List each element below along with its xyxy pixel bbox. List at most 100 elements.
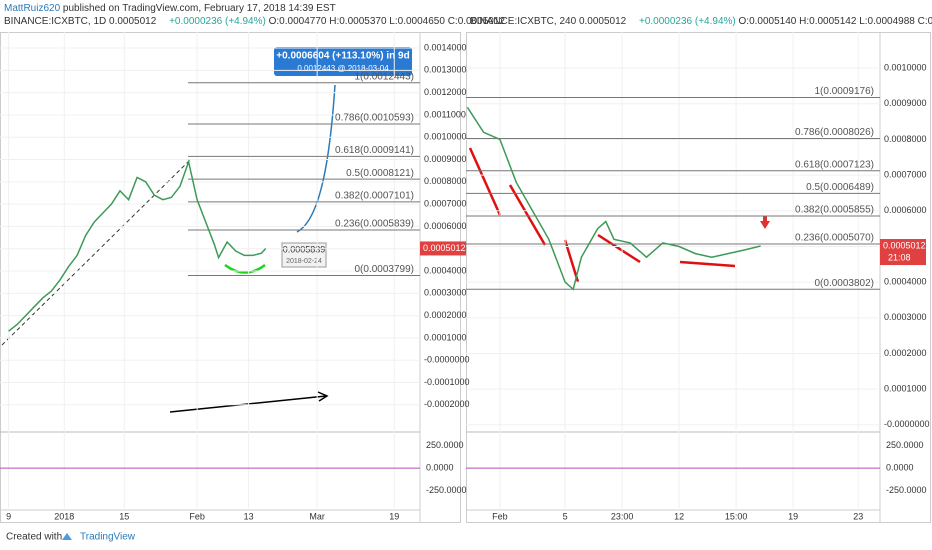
x-tick-label: 23:00 <box>611 511 634 521</box>
start-box <box>281 242 327 268</box>
y-tick-label: -0.0002000 <box>424 399 470 409</box>
y-tick-label: 0.0012000 <box>424 87 467 97</box>
start-price: 0.0005839 <box>283 244 326 254</box>
fib-label: 1(0.0009176) <box>815 86 875 97</box>
author[interactable]: MattRuiz620 <box>4 3 61 14</box>
y-tick-label: 0.0001000 <box>424 332 467 342</box>
x-tick-label: 13 <box>244 511 254 521</box>
start-date: 2018-02-24 <box>286 258 322 265</box>
projection-target: 0.0012443 @ 2018-03-04 <box>297 64 389 73</box>
x-tick-label: Mar <box>309 511 325 521</box>
y-tick-label: 0.0001000 <box>884 384 927 394</box>
y-tick-label: 0.0004000 <box>884 277 927 287</box>
last: 0.0005012 <box>109 16 157 27</box>
fib-label: 0.618(0.0007123) <box>795 159 874 170</box>
x-tick-label: 12 <box>674 511 684 521</box>
price-line <box>8 159 267 332</box>
fib-label: 0.5(0.0006489) <box>806 182 874 193</box>
y-tick-label: 0.0004000 <box>424 265 467 275</box>
fib-label: 0.618(0.0009141) <box>335 145 414 156</box>
y-tick-label: 0.0007000 <box>424 199 467 209</box>
fib-label: 0.382(0.0005855) <box>795 205 874 216</box>
fib-label: 0.236(0.0005839) <box>335 219 414 230</box>
projection-box <box>274 47 412 76</box>
y-tick-label: 0.0002000 <box>424 310 467 320</box>
close: C:0.0005012 <box>448 16 506 27</box>
logo <box>62 533 72 540</box>
x-tick-label: 15 <box>119 511 129 521</box>
open: O:0.0004770 <box>269 16 327 27</box>
fib-label: 0(0.0003802) <box>815 278 875 289</box>
y-tick-label: -0.0001000 <box>424 377 470 387</box>
published: published on TradingView.com, February 1… <box>63 3 336 14</box>
macd-tick-label: -250.0000 <box>426 485 467 495</box>
volume-arrow <box>169 395 327 413</box>
fib-label: 1(0.0012443) <box>355 71 415 82</box>
change: +0.0000236 (+4.94%) <box>169 16 266 27</box>
close: C:0.0005012 <box>918 16 932 27</box>
x-tick-label: 5 <box>563 511 568 521</box>
y-tick-label: 0.0002000 <box>884 348 927 358</box>
x-tick-label: 19 <box>788 511 798 521</box>
down-arrow <box>760 216 770 229</box>
y-tick-label: 0.0007000 <box>884 169 927 179</box>
y-tick-label: -0.0000000 <box>884 419 930 429</box>
legend-left: BINANCE:ICXBTC, 1D 0.0005012 +0.0000236 … <box>4 16 505 27</box>
smile <box>224 263 266 274</box>
fib-label: 0.786(0.0010593) <box>335 113 414 124</box>
header: MattRuiz620 published on TradingView.com… <box>4 3 336 14</box>
y-tick-label: 0.0003000 <box>424 288 467 298</box>
symbol: BINANCE:ICXBTC, 1D <box>4 16 106 27</box>
arrow-head <box>317 391 329 402</box>
price-tag-label: 0.0005012 <box>423 243 466 253</box>
macd-tick-label: 0.0000 <box>886 462 914 472</box>
y-tick-label: 0.0010000 <box>424 132 467 142</box>
y-tick-label: 0.0013000 <box>424 65 467 75</box>
x-tick-label: Feb <box>492 511 508 521</box>
right-frame <box>466 32 931 523</box>
y-tick-label: 0.0008000 <box>884 134 927 144</box>
low: L:0.0004988 <box>859 16 915 27</box>
x-tick-label: Feb <box>189 511 205 521</box>
x-tick-label: 9 <box>6 511 11 521</box>
macd-tick-label: 250.0000 <box>426 440 464 450</box>
drawn-lines <box>468 147 736 283</box>
countdown: 21:08 <box>888 252 911 262</box>
price-tag-label: 0.0005012 <box>883 240 926 250</box>
fib-label: 0.236(0.0005070) <box>795 233 874 244</box>
y-tick-label: 0.0014000 <box>424 42 467 52</box>
fib-label: 0(0.0003799) <box>355 264 415 275</box>
x-tick-label: 23 <box>853 511 863 521</box>
macd-tick-label: 0.0000 <box>426 462 454 472</box>
macd-tick-label: -250.0000 <box>886 485 927 495</box>
change: +0.0000236 (+4.94%) <box>639 16 736 27</box>
price-line <box>466 106 761 291</box>
fib-label: 0.786(0.0008026) <box>795 127 874 138</box>
created: Created with <box>6 532 62 543</box>
x-tick-label: 2018 <box>54 511 74 521</box>
y-tick-label: 0.0008000 <box>424 176 467 186</box>
last: 0.0005012 <box>579 16 627 27</box>
y-tick-label: -0.0000000 <box>424 355 470 365</box>
macd-tick-label: 250.0000 <box>886 440 924 450</box>
price-tag <box>420 241 466 256</box>
open: O:0.0005140 <box>739 16 797 27</box>
fib-label: 0.382(0.0007101) <box>335 191 414 202</box>
y-tick-label: 0.0006000 <box>884 205 927 215</box>
legend-right: BINANCE:ICXBTC, 240 0.0005012 +0.0000236… <box>470 16 932 27</box>
y-tick-label: 0.0009000 <box>424 154 467 164</box>
price-tag <box>880 239 926 266</box>
y-tick-label: 0.0006000 <box>424 221 467 231</box>
trend-line <box>1 159 191 346</box>
symbol: BINANCE:ICXBTC, 240 <box>470 16 577 27</box>
fib-label: 0.5(0.0008121) <box>346 168 414 179</box>
y-tick-label: 0.0009000 <box>884 98 927 108</box>
brand[interactable]: TradingView <box>80 532 136 543</box>
projection: +0.0006604 (+113.10%) in 9d <box>276 51 409 62</box>
x-tick-label: 15:00 <box>725 511 748 521</box>
high: H:0.0005370 <box>329 16 387 27</box>
y-tick-label: 0.0011000 <box>424 109 466 119</box>
y-tick-label: 0.0003000 <box>884 312 927 322</box>
x-tick-label: 19 <box>389 511 399 521</box>
